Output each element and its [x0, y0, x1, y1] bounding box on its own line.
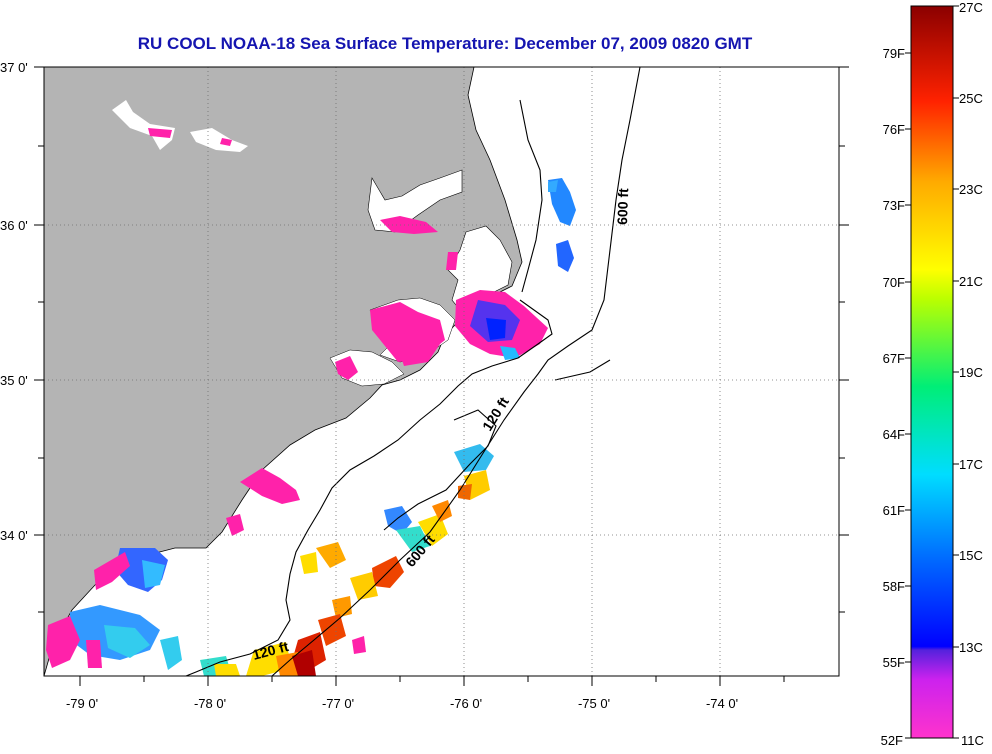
lon-label: -75 0' — [578, 696, 610, 711]
map-area: 600 ft 120 ft 600 ft 120 ft — [44, 67, 839, 676]
lat-label: 37 0' — [0, 60, 28, 75]
celsius-label: 15C — [959, 548, 983, 563]
fahrenheit-label: 73F — [883, 198, 905, 213]
lon-label: -79 0' — [66, 696, 98, 711]
celsius-label: 13C — [959, 640, 983, 655]
lon-label: -77 0' — [322, 696, 354, 711]
fahrenheit-label: 55F — [883, 655, 905, 670]
celsius-label: 17C — [959, 457, 983, 472]
celsius-label: 21C — [959, 274, 983, 289]
celsius-label: 19C — [959, 365, 983, 380]
celsius-label: 23C — [959, 182, 983, 197]
lon-label: -78 0' — [194, 696, 226, 711]
lon-label: -76 0' — [450, 696, 482, 711]
colorbar-gradient — [910, 5, 954, 739]
map-title: RU COOL NOAA-18 Sea Surface Temperature:… — [137, 34, 753, 53]
contour-label-north-600: 600 ft — [614, 188, 631, 225]
isobath-lines — [185, 67, 641, 676]
latitude-labels: 37 0' 36 0' 35 0' 34 0' — [0, 60, 28, 543]
sst-patches — [46, 178, 576, 676]
fahrenheit-label: 52F — [881, 733, 903, 748]
fahrenheit-label: 70F — [883, 275, 905, 290]
lat-label: 36 0' — [0, 218, 28, 233]
longitude-labels: -79 0' -78 0' -77 0' -76 0' -75 0' -74 0… — [66, 696, 738, 711]
celsius-label: 27C — [959, 0, 983, 15]
fahrenheit-label: 61F — [883, 503, 905, 518]
grid-lines — [44, 67, 839, 676]
celsius-label: 25C — [959, 91, 983, 106]
map-frame — [43, 66, 840, 677]
fahrenheit-label: 64F — [883, 427, 905, 442]
fahrenheit-label: 76F — [883, 122, 905, 137]
lat-label: 34 0' — [0, 528, 28, 543]
inland-lakes — [112, 100, 248, 152]
axis-ticks — [34, 66, 849, 686]
fahrenheit-label: 79F — [883, 46, 905, 61]
fahrenheit-label: 58F — [883, 579, 905, 594]
fahrenheit-label: 67F — [883, 351, 905, 366]
albemarle-sound — [367, 169, 463, 233]
color-scale-legend: 27C 25C 23C 21C 19C 17C 15C 13C 11C 79F … — [881, 0, 984, 748]
celsius-label: 11C — [961, 733, 984, 748]
lon-label: -74 0' — [706, 696, 738, 711]
lat-label: 35 0' — [0, 373, 28, 388]
